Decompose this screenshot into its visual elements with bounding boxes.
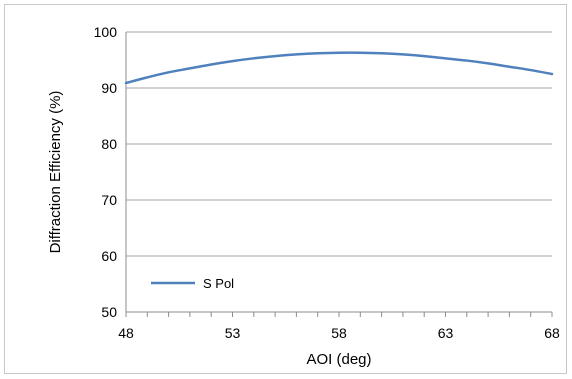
series-layer (124, 51, 554, 85)
y-tick-label-100: 100 (94, 24, 118, 40)
y-axis-title: Diffraction Efficiency (%) (47, 91, 64, 254)
y-tick-label-90: 90 (101, 80, 117, 96)
series-line-s-pol (124, 51, 554, 85)
y-tick-label-80: 80 (101, 136, 117, 152)
x-tick-label-53: 53 (225, 325, 241, 341)
y-tick-label-70: 70 (101, 192, 117, 208)
y-tick-label-50: 50 (101, 304, 117, 320)
x-axis-title: AOI (deg) (306, 351, 371, 368)
y-axis-ticks: 50 60 70 80 90 100 (94, 24, 118, 320)
x-tick-label-68: 68 (544, 325, 560, 341)
x-axis-ticks: 48 53 58 63 68 (118, 312, 560, 341)
x-tick-label-63: 63 (438, 325, 454, 341)
y-tick-label-60: 60 (101, 248, 117, 264)
x-tick-label-58: 58 (331, 325, 347, 341)
gridlines (126, 31, 552, 257)
legend-label-s-pol: S Pol (203, 276, 234, 291)
axes (125, 32, 552, 313)
legend: S Pol (151, 276, 234, 291)
x-tick-label-48: 48 (118, 325, 134, 341)
